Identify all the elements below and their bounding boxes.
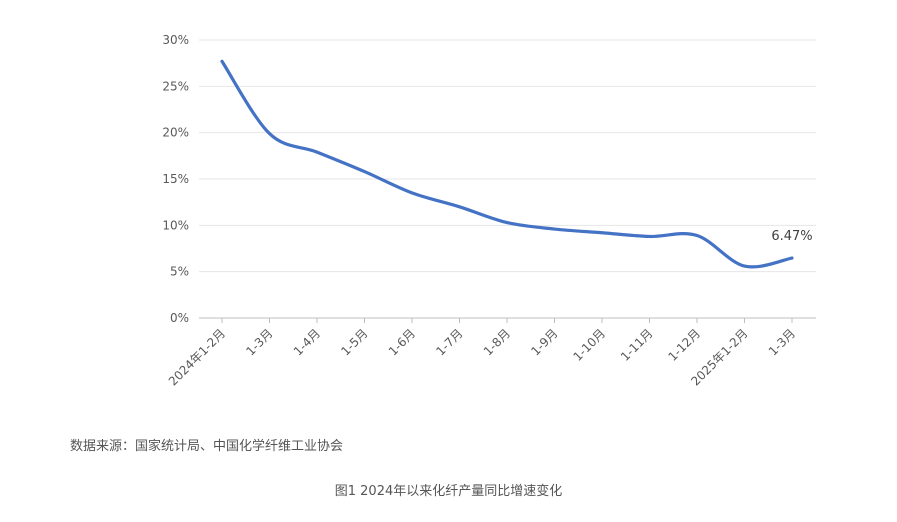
y-tick-label: 5% [170,265,189,279]
figure-caption: 图1 2024年以来化纤产量同比增速变化 [334,484,563,499]
x-tick-label: 1-6月 [386,326,418,358]
x-tick-label: 1-10月 [570,326,608,364]
line-chart: 0% 5% 10% 15% 20% 25% 30% 2024年1-2月 1-3月 1-4月 1-5月… [162,33,816,389]
series-line [220,59,794,269]
y-tick-label: 30% [162,33,189,47]
x-tick-label: 1-3月 [766,326,798,358]
y-tick-label: 25% [162,79,189,93]
x-tick-label: 1-3月 [243,326,275,358]
x-tick-label: 1-9月 [528,326,560,358]
x-tick-label: 1-11月 [618,326,656,364]
x-tick-label: 2024年1-2月 [166,326,228,388]
x-tick-label: 1-5月 [338,326,370,358]
x-tick-label: 1-7月 [433,326,465,358]
y-tick-label: 15% [162,172,189,186]
y-tick-label: 10% [162,218,189,232]
data-label: 6.47% [771,229,812,244]
data-source-note: 数据来源：国家统计局、中国化学纤维工业协会 [70,439,344,454]
y-tick-label: 0% [170,311,189,325]
x-tick-label: 1-8月 [481,326,513,358]
x-tick-label: 1-12月 [665,326,703,364]
y-tick-label: 20% [162,126,189,140]
x-tick-label: 1-4月 [291,326,323,358]
